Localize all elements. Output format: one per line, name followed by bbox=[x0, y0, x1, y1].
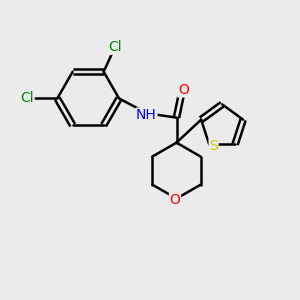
Text: Cl: Cl bbox=[108, 40, 122, 54]
Text: Cl: Cl bbox=[20, 92, 34, 106]
Text: S: S bbox=[209, 139, 218, 153]
Text: O: O bbox=[169, 193, 181, 207]
Text: NH: NH bbox=[136, 108, 157, 122]
Text: O: O bbox=[178, 83, 189, 97]
